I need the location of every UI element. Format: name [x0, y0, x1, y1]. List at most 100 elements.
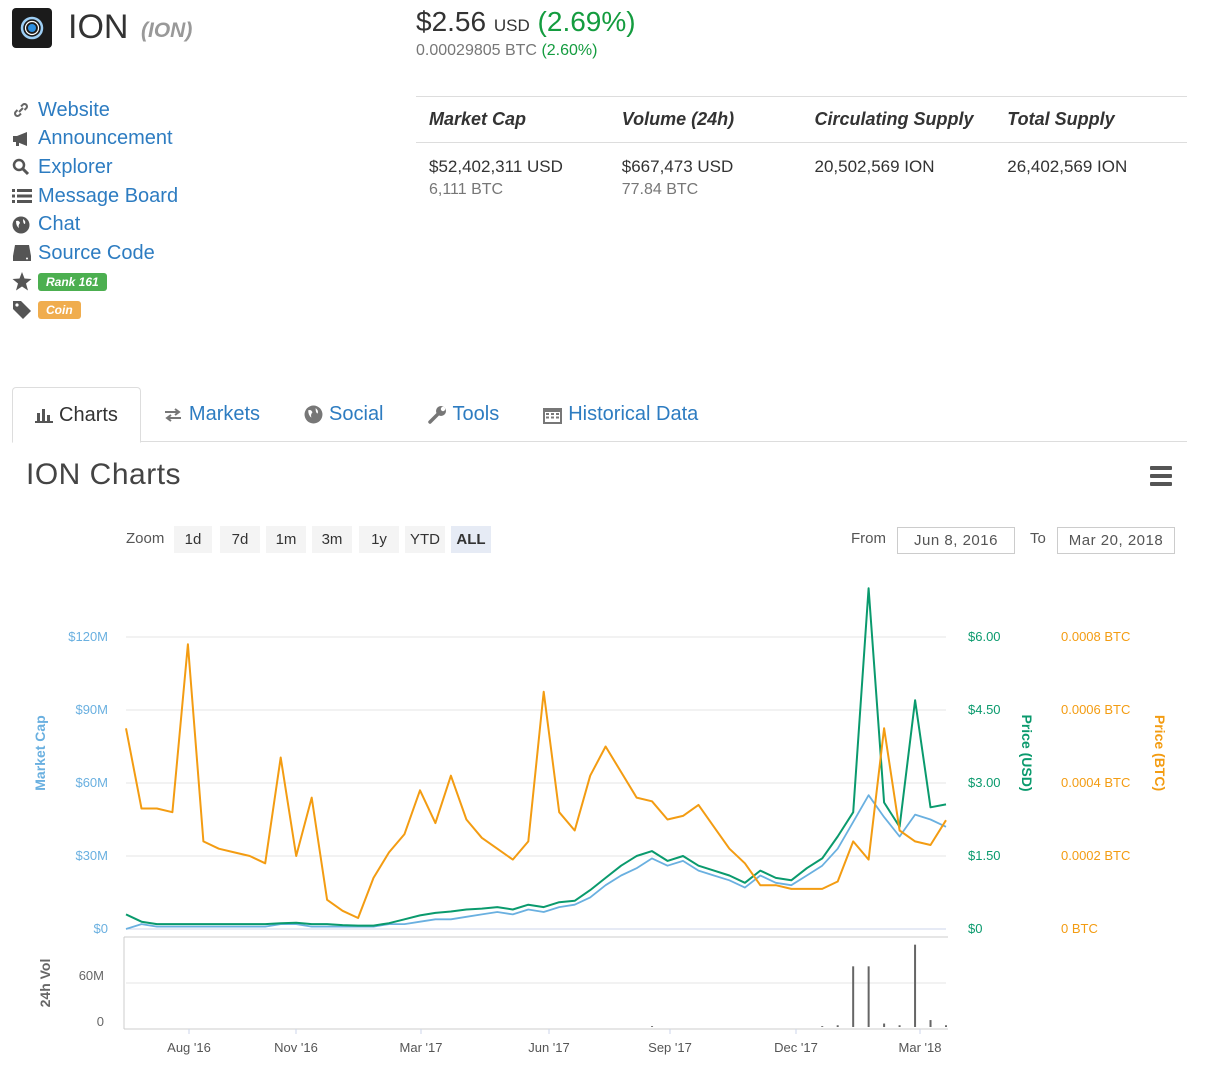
list-icon — [12, 188, 38, 204]
bar-chart-icon — [35, 407, 53, 423]
stats-cell-total: 26,402,569 ION — [994, 157, 1187, 199]
chart-gridlines — [123, 636, 948, 1034]
chart-title: ION Charts — [26, 458, 182, 491]
hamburger-menu-icon[interactable] — [1150, 466, 1172, 486]
tab-markets[interactable]: Markets — [141, 387, 282, 442]
link-explorer[interactable]: Explorer — [12, 153, 178, 182]
market-cap-tick-label: $30M — [75, 848, 108, 863]
price-btc-tick-label: 0.0004 BTC — [1061, 775, 1130, 790]
volume-bar — [867, 966, 870, 1027]
price-usd-tick-label: $6.00 — [968, 629, 1001, 644]
x-tick-label: Nov '16 — [274, 1040, 318, 1055]
tab-historical-data[interactable]: Historical Data — [521, 387, 720, 442]
stats-table: Market Cap Volume (24h) Circulating Supp… — [416, 96, 1187, 199]
market-cap-tick-label: $0 — [94, 921, 108, 936]
link-website-label: Website — [38, 98, 110, 121]
stats-cell-circulating: 20,502,569 ION — [802, 157, 995, 199]
link-announcement[interactable]: Announcement — [12, 125, 178, 154]
type-badge: Coin — [38, 301, 81, 320]
to-date-input[interactable]: Mar 20, 2018 — [1057, 527, 1175, 554]
price-usd-tick-label: $1.50 — [968, 848, 1001, 863]
price-btc-axis-title: Price (BTC) — [1152, 715, 1168, 791]
price-btc-series-line — [125, 643, 947, 919]
link-message-board-label: Message Board — [38, 184, 179, 207]
price-usd-tick-label: $3.00 — [968, 775, 1001, 790]
market-cap-tick-label: $60M — [75, 775, 108, 790]
globe-icon — [304, 405, 323, 424]
volume-bar — [898, 1025, 901, 1027]
volume-bar — [929, 1020, 932, 1027]
price-usd-axis-title: Price (USD) — [1019, 714, 1035, 791]
volume-bar — [651, 1026, 654, 1027]
zoom-3m-button[interactable]: 3m — [312, 526, 352, 553]
market-cap-btc: 6,111 BTC — [429, 181, 504, 198]
zoom-1m-button[interactable]: 1m — [266, 526, 306, 553]
tab-historical-data-label: Historical Data — [568, 403, 699, 425]
zoom-all-button[interactable]: ALL — [451, 526, 491, 553]
volume-btc: 77.84 BTC — [621, 181, 699, 198]
total-supply: 26,402,569 ION — [1007, 157, 1128, 176]
link-chat-label: Chat — [38, 213, 81, 236]
link-announcement-label: Announcement — [38, 127, 173, 150]
volume-bar — [883, 1023, 886, 1027]
rank-row: Rank 161 — [12, 268, 178, 297]
circulating-supply: 20,502,569 ION — [814, 157, 935, 176]
link-source-code[interactable]: Source Code — [12, 239, 178, 268]
tab-charts-label: Charts — [59, 403, 118, 426]
wrench-icon — [427, 405, 447, 424]
stats-cell-volume: $667,473 USD 77.84 BTC — [609, 157, 802, 199]
zoom-1d-button[interactable]: 1d — [174, 526, 212, 553]
coin-links: Website Announcement Explorer Message Bo… — [12, 96, 178, 325]
link-explorer-label: Explorer — [38, 155, 113, 178]
volume-bar — [945, 1025, 947, 1027]
globe-icon — [12, 216, 38, 234]
calendar-icon — [543, 406, 563, 424]
tab-tools[interactable]: Tools — [406, 387, 522, 442]
price-usd-series-line — [125, 587, 947, 927]
bullhorn-icon — [12, 131, 38, 147]
link-website[interactable]: Website — [12, 96, 178, 125]
stats-cell-market-cap: $52,402,311 USD 6,111 BTC — [416, 157, 609, 199]
type-row: Coin — [12, 296, 178, 325]
price-usd-unit: USD — [493, 16, 530, 35]
chart-series-lines — [125, 587, 947, 930]
volume-axis-title: 24h Vol — [37, 959, 53, 1008]
zoom-7d-button[interactable]: 7d — [220, 526, 260, 553]
ion-logo-icon — [20, 16, 44, 40]
volume-usd: $667,473 USD — [621, 157, 734, 176]
from-label: From — [851, 530, 886, 547]
price-usd-value: $2.56 — [416, 6, 487, 37]
zoom-ytd-button[interactable]: YTD — [405, 526, 445, 553]
coin-symbol: (ION) — [141, 19, 193, 42]
coin-name: ION — [68, 8, 129, 46]
tab-social[interactable]: Social — [282, 387, 405, 442]
stats-header-total: Total Supply — [1007, 109, 1115, 129]
stats-header-row: Market Cap Volume (24h) Circulating Supp… — [416, 97, 1187, 143]
price-btc-tick-label: 0 BTC — [1061, 921, 1098, 936]
zoom-label: Zoom — [126, 530, 165, 547]
link-message-board[interactable]: Message Board — [12, 182, 178, 211]
zoom-1y-button[interactable]: 1y — [359, 526, 399, 553]
from-date-input[interactable]: Jun 8, 2016 — [897, 527, 1015, 554]
price-btc-value: 0.00029805 BTC — [416, 42, 537, 59]
stats-header-circulating: Circulating Supply — [814, 109, 974, 129]
price-btc: 0.00029805 BTC (2.60%) — [416, 42, 636, 60]
price-usd-tick-label: $0 — [968, 921, 982, 936]
star-icon — [12, 272, 38, 291]
link-chat[interactable]: Chat — [12, 210, 178, 239]
link-source-code-label: Source Code — [38, 241, 155, 264]
volume-tick-label: 60M — [79, 968, 104, 983]
price-btc-tick-label: 0.0008 BTC — [1061, 629, 1130, 644]
rank-badge: Rank 161 — [38, 272, 107, 291]
x-tick-label: Sep '17 — [648, 1040, 692, 1055]
price-usd-change: (2.69%) — [537, 6, 636, 37]
price-btc-tick-label: 0.0002 BTC — [1061, 848, 1130, 863]
tab-charts[interactable]: Charts — [12, 387, 141, 443]
x-tick-label: Jun '17 — [528, 1040, 570, 1055]
x-tick-label: Mar '18 — [899, 1040, 942, 1055]
exchange-icon — [163, 407, 183, 423]
tag-icon — [12, 300, 38, 320]
hdd-icon — [12, 244, 38, 262]
stats-header-volume: Volume (24h) — [621, 109, 735, 129]
